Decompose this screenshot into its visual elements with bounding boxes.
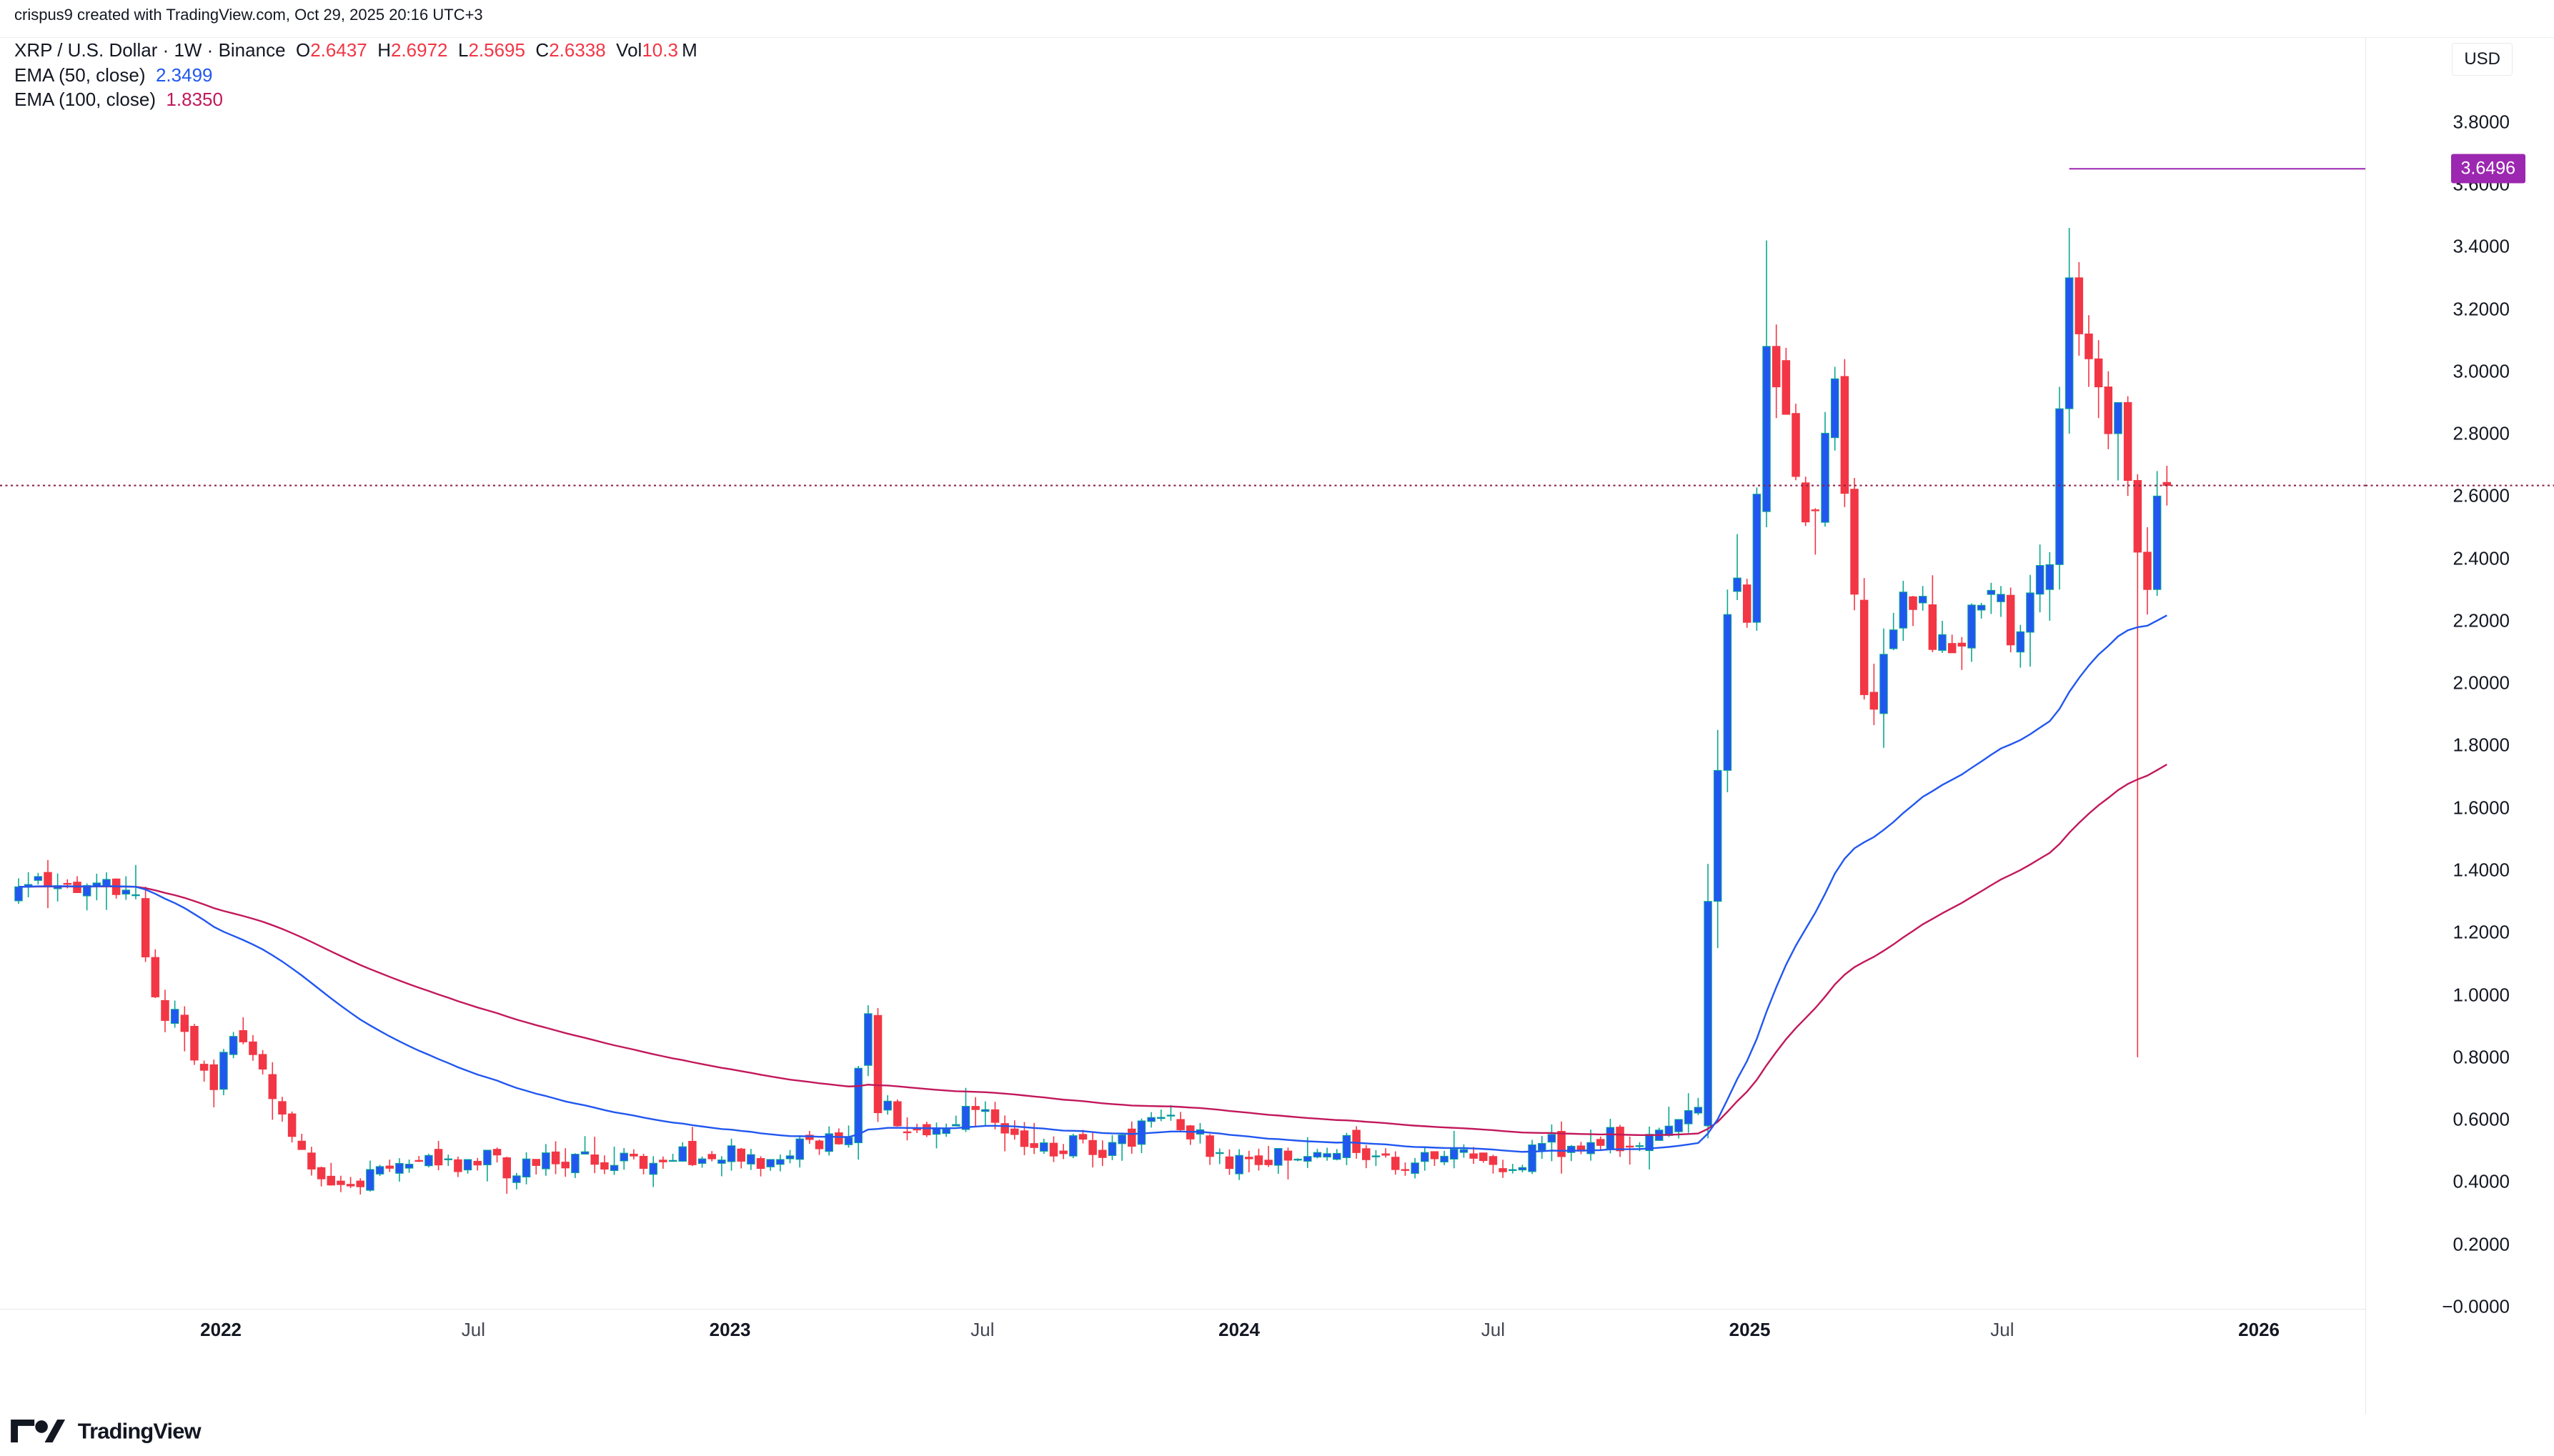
svg-text:TradingView: TradingView — [78, 1418, 202, 1443]
